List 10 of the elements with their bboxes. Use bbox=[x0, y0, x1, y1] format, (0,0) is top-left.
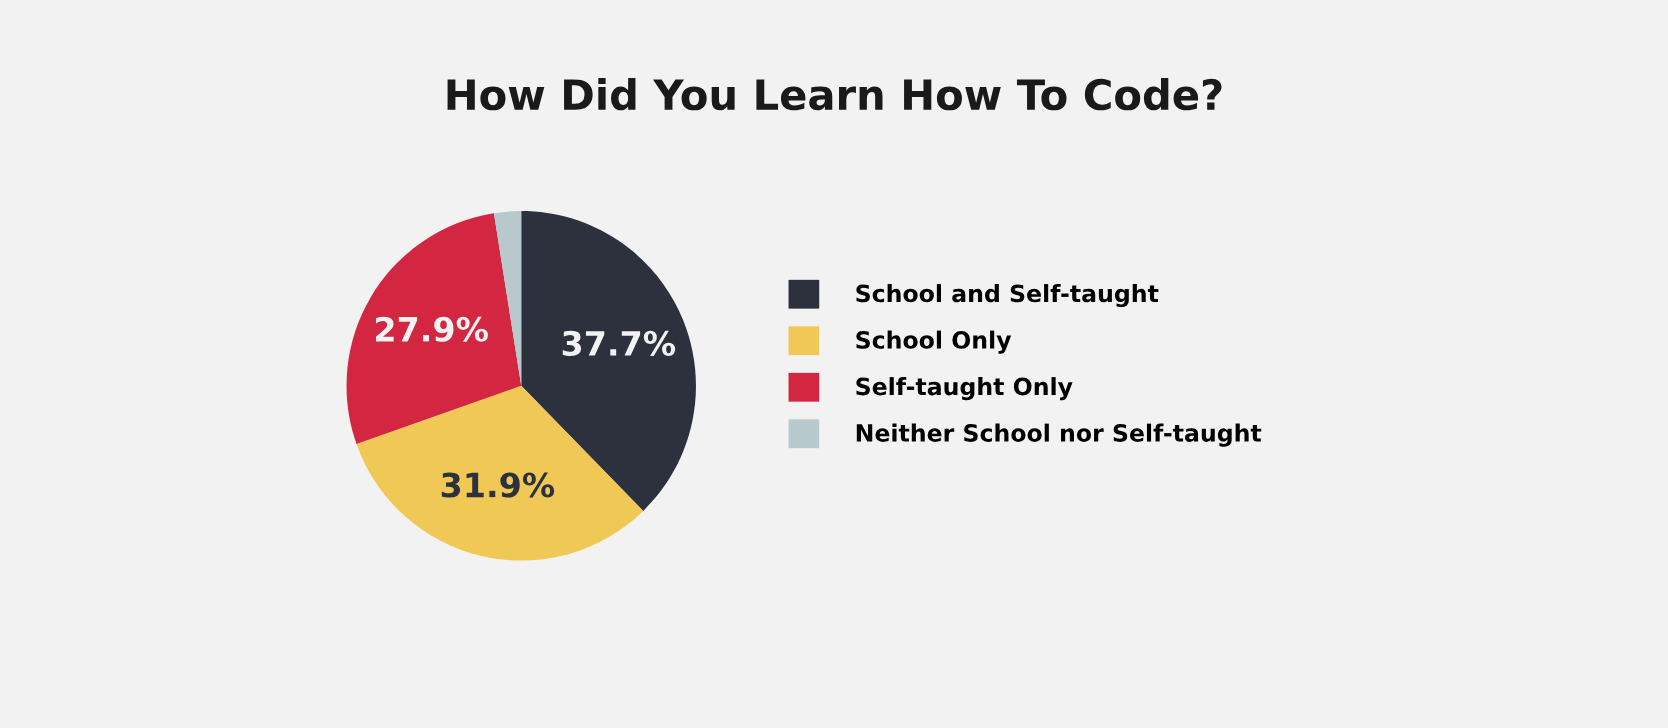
legend-label: Neither School nor Self-taught bbox=[856, 423, 1262, 447]
chart-title: How Did You Learn How To Code? bbox=[447, 78, 1222, 111]
legend-label: School Only bbox=[856, 330, 1012, 354]
data-label: 27.9% bbox=[376, 316, 488, 342]
data-label: 37.7% bbox=[562, 330, 676, 356]
legend-label: School and Self-taught bbox=[856, 284, 1159, 308]
pie-slice bbox=[346, 213, 522, 444]
legend-label: Self-taught Only bbox=[856, 377, 1073, 401]
pie-slice bbox=[356, 385, 644, 561]
data-label: 31.9% bbox=[441, 472, 555, 498]
